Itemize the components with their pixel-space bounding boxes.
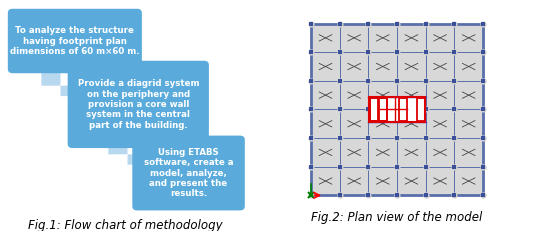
Bar [454, 138, 483, 167]
Bar [454, 167, 483, 195]
Bar [311, 52, 340, 81]
Bar [311, 138, 340, 167]
Bar [340, 109, 368, 138]
Bar [426, 109, 454, 138]
Bar [370, 98, 378, 121]
Bar [397, 24, 426, 52]
Bar [368, 109, 397, 138]
Polygon shape [108, 143, 226, 176]
Bar [454, 52, 483, 81]
Bar [368, 52, 397, 81]
Bar [311, 24, 340, 52]
FancyBboxPatch shape [8, 9, 142, 73]
Bar [311, 24, 483, 195]
Bar [454, 109, 483, 138]
Bar [426, 167, 454, 195]
Text: Using ETABS
software, create a
model, analyze,
and present the
results.: Using ETABS software, create a model, an… [144, 148, 233, 198]
Bar [340, 24, 368, 52]
Bar [397, 81, 426, 109]
FancyBboxPatch shape [67, 61, 209, 148]
Bar [311, 167, 340, 195]
Text: Fig.1: Flow chart of methodology: Fig.1: Flow chart of methodology [28, 219, 222, 231]
Bar [397, 52, 426, 81]
Bar [340, 81, 368, 109]
Bar [340, 138, 368, 167]
Bar [340, 167, 368, 195]
Bar [311, 109, 340, 138]
Bar [368, 24, 397, 52]
Bar [397, 109, 426, 138]
Bar [311, 81, 340, 109]
Bar [368, 97, 426, 122]
FancyBboxPatch shape [132, 136, 245, 210]
Bar [369, 97, 425, 122]
Text: To analyze the structure
having footprint plan
dimensions of 60 m×60 m.: To analyze the structure having footprin… [10, 26, 140, 56]
Bar [426, 81, 454, 109]
Bar [399, 98, 407, 121]
Polygon shape [41, 69, 135, 106]
Bar [454, 81, 483, 109]
Bar [426, 138, 454, 167]
Text: Fig.2: Plan view of the model: Fig.2: Plan view of the model [312, 211, 483, 224]
Bar [340, 52, 368, 81]
Bar [397, 167, 426, 195]
Bar [417, 98, 425, 121]
Bar [379, 98, 387, 121]
Bar [454, 24, 483, 52]
Bar [368, 81, 397, 109]
Text: Provide a diagrid system
on the periphery and
provision a core wall
system in th: Provide a diagrid system on the peripher… [78, 79, 199, 130]
Bar [426, 52, 454, 81]
Bar [397, 138, 426, 167]
Bar [426, 24, 454, 52]
Bar [368, 167, 397, 195]
Bar [368, 138, 397, 167]
